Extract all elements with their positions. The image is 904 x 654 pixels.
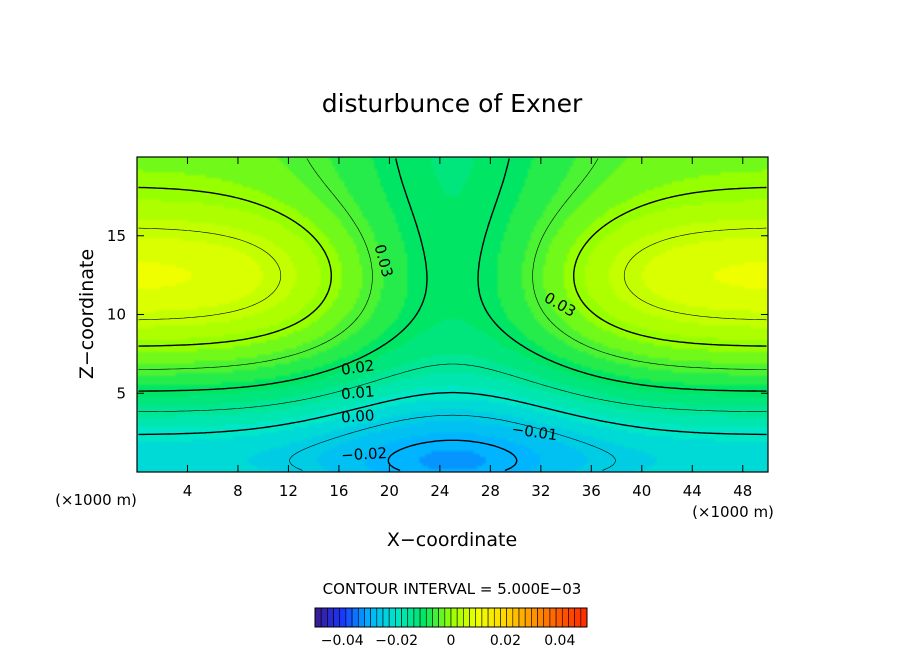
x-tick-label: 16	[329, 482, 348, 500]
x-tick-label: 4	[183, 482, 193, 500]
colorbar-segment	[407, 607, 415, 628]
colorbar-segment	[320, 607, 328, 628]
colorbar-segment	[370, 607, 378, 628]
colorbar-segment	[580, 607, 588, 628]
colorbar-tick-label: 0.04	[544, 633, 575, 649]
colorbar-segment	[463, 607, 470, 628]
colorbar-segment	[395, 607, 402, 628]
colorbar-segment	[327, 607, 334, 628]
colorbar-segment	[568, 607, 575, 628]
colorbar-segment	[524, 607, 532, 628]
colorbar-segment	[339, 607, 347, 628]
x-axis: 4 8 12 16 20 24 28 32 36 40 44 48	[183, 157, 752, 500]
colorbar-frame	[314, 607, 588, 628]
x-tick-label: 36	[582, 482, 601, 500]
x-tick-label: 12	[279, 482, 298, 500]
colorbar-segment	[555, 607, 563, 628]
colorbar-segment	[574, 607, 582, 628]
colorbar-tick-label: 0	[447, 633, 456, 649]
chart-title: disturbunce of Exner	[322, 89, 583, 118]
colorbar-segment	[493, 607, 501, 628]
colorbar-segment	[537, 607, 545, 628]
y-tick-label: 10	[107, 306, 126, 324]
colorbar-segment	[314, 607, 322, 628]
colorbar-tick-label: 0.02	[490, 633, 521, 649]
x-tick-label: 20	[380, 482, 399, 500]
plot-area: 0.030.030.020.010.00−0.01−0.02	[136, 156, 769, 473]
colorbar-segment	[401, 607, 409, 628]
colorbar-segment	[561, 607, 569, 628]
colorbar-segment	[500, 607, 507, 628]
y-axis-title: Z−coordinate	[76, 249, 98, 379]
colorbar-segment	[333, 607, 341, 628]
colorbar-segment	[487, 607, 495, 628]
colorbar-segment	[382, 607, 390, 628]
contour-line	[387, 439, 518, 472]
y-tick-label: 5	[116, 384, 126, 402]
colorbar-tick-label: −0.04	[321, 633, 364, 649]
y-axis: 5 10 15	[107, 227, 768, 402]
contour-line	[138, 363, 767, 412]
colorbar-segment	[549, 607, 557, 628]
colorbar-segment	[438, 607, 446, 628]
x-axis-title: X−coordinate	[387, 529, 517, 551]
colorbar-segment	[481, 607, 489, 628]
x-tick-label: 8	[233, 482, 243, 500]
contour-line	[138, 158, 767, 370]
colorbar-segment	[419, 607, 427, 628]
contour-line	[138, 158, 767, 392]
colorbar-segment	[345, 607, 353, 628]
contour-line	[289, 414, 616, 471]
x-axis-unit-label: (×1000 m)	[692, 503, 774, 521]
contour-line	[138, 391, 767, 436]
x-tick-label: 40	[632, 482, 651, 500]
colorbar-tick-label: −0.02	[375, 633, 418, 649]
colorbar-segment	[376, 607, 384, 628]
colorbar-segment	[456, 607, 464, 628]
contour-line	[138, 186, 767, 347]
contour-label: 0.02	[340, 356, 376, 378]
colorbar-segment	[469, 607, 477, 628]
y-axis-unit-label: (×1000 m)	[55, 491, 137, 509]
contour-lines	[138, 158, 767, 472]
x-tick-label: 44	[683, 482, 702, 500]
colorbar-segment	[475, 607, 483, 628]
colorbar-segment	[518, 607, 526, 628]
colorbar-segment	[357, 607, 365, 628]
colorbar-segment	[425, 607, 433, 628]
contour-label: 0.00	[341, 406, 376, 426]
colorbar-segment	[543, 607, 551, 628]
colorbar-segment	[506, 607, 514, 628]
colorbar-segment	[444, 607, 452, 628]
colorbar: −0.04 −0.02 0 0.02 0.04	[314, 607, 588, 649]
contour-line	[138, 227, 767, 321]
contour-label: 0.01	[340, 382, 375, 403]
colorbar-segment	[512, 607, 520, 628]
x-tick-label: 28	[481, 482, 500, 500]
y-tick-label: 15	[107, 227, 126, 245]
colorbar-segment	[432, 607, 439, 628]
x-tick-label: 24	[430, 482, 449, 500]
colorbar-segment	[531, 607, 538, 628]
colorbar-segment	[413, 607, 421, 628]
colorbar-segment	[450, 607, 458, 628]
x-tick-label: 32	[531, 482, 550, 500]
contour-label: −0.02	[341, 444, 388, 464]
exner-field-fill	[137, 157, 768, 472]
colorbar-segment	[364, 607, 371, 628]
contour-interval-label: CONTOUR INTERVAL = 5.000E−03	[323, 580, 582, 598]
x-tick-label: 48	[733, 482, 752, 500]
colorbar-segment	[388, 607, 396, 628]
colorbar-segment	[351, 607, 359, 628]
